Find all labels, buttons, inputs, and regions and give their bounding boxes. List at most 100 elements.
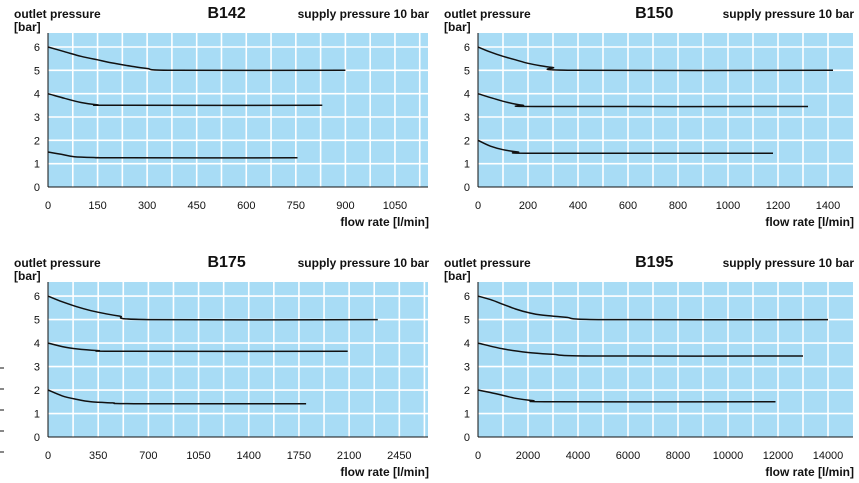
chart-b175: 0 1 2 3 4 5 6 0 350 700 1050 1400 1750 2100 2450 outlet…: [14, 254, 429, 479]
x-tick-label: 1050: [383, 200, 407, 212]
x-tick-label: 750: [287, 200, 305, 212]
y-tick-label: 6: [34, 42, 40, 54]
x-tick-label: 1400: [816, 200, 840, 212]
y-tick-label: 2: [34, 135, 40, 147]
x-tick-label: 2100: [337, 450, 361, 462]
y-tick-label: 6: [464, 291, 470, 303]
pressure-curve-1: [47, 46, 346, 72]
y-tick-label: 3: [464, 112, 470, 124]
x-tick-label: 350: [89, 450, 107, 462]
x-tick-label: 10000: [713, 450, 744, 462]
pressure-curve-2: [477, 92, 809, 108]
y-tick-label: 6: [34, 291, 40, 303]
y-tick-label: 2: [34, 385, 40, 397]
x-axis-label: flow rate [l/min]: [340, 465, 429, 479]
chart-title: B142: [207, 5, 245, 22]
x-tick-label: 200: [519, 200, 537, 212]
x-tick-label: 0: [475, 200, 481, 212]
x-tick-label: 2450: [387, 450, 411, 462]
plot-area: [478, 282, 853, 437]
y-tick-label: 5: [464, 315, 470, 327]
y-tick-label: 5: [34, 315, 40, 327]
x-tick-label: 1750: [287, 450, 311, 462]
chart-title: B195: [635, 254, 673, 271]
y-tick-label: 1: [464, 409, 470, 421]
pressure-curve-2: [47, 92, 323, 107]
y-tick-label: 0: [34, 432, 40, 444]
pressure-curve-3: [477, 139, 774, 155]
x-tick-label: 900: [336, 200, 354, 212]
pressure-curve-2: [477, 342, 804, 357]
x-tick-label: 400: [569, 200, 587, 212]
x-tick-label: 800: [669, 200, 687, 212]
x-tick-label: 0: [45, 450, 51, 462]
bar-unit-label: [bar]: [14, 20, 41, 34]
pressure-curve-3: [477, 389, 776, 403]
x-tick-label: 12000: [763, 450, 794, 462]
y-tick-label: 4: [34, 89, 40, 101]
chart-b142: 0 1 2 3 4 5 6 0 150 300 450 600 750 900 1050 outlet pre…: [14, 5, 429, 229]
y-tick-label: 4: [464, 338, 470, 350]
edge-marks: [0, 367, 4, 453]
pressure-curve-2: [47, 342, 348, 353]
x-tick-label: 450: [188, 200, 206, 212]
bar-unit-label: [bar]: [14, 269, 41, 283]
supply-pressure-note: supply pressure 10 bar: [298, 256, 430, 270]
chart-b195: 0 1 2 3 4 5 6 0 2000 4000 6000 8000 10000 12000 14000 o…: [444, 254, 854, 479]
x-tick-label: 300: [138, 200, 156, 212]
outlet-pressure-label: outlet pressure: [444, 7, 531, 21]
outlet-pressure-label: outlet pressure: [14, 7, 101, 21]
y-tick-label: 1: [34, 159, 40, 171]
chart-title: B150: [635, 5, 673, 22]
y-tick-label: 3: [34, 362, 40, 374]
y-tick-label: 1: [34, 409, 40, 421]
x-tick-label: 600: [619, 200, 637, 212]
chart-b150: 0 1 2 3 4 5 6 0 200 400 600 800 1000 1200 1400 outlet p…: [444, 5, 854, 229]
bar-unit-label: [bar]: [444, 269, 471, 283]
supply-pressure-note: supply pressure 10 bar: [723, 7, 855, 21]
supply-pressure-note: supply pressure 10 bar: [298, 7, 430, 21]
plot-area: [478, 33, 853, 187]
x-tick-label: 1400: [237, 450, 261, 462]
x-tick-label: 600: [237, 200, 255, 212]
pressure-curve-1: [47, 295, 378, 321]
y-tick-label: 2: [464, 385, 470, 397]
x-tick-label: 0: [45, 200, 51, 212]
x-tick-label: 700: [139, 450, 157, 462]
supply-pressure-note: supply pressure 10 bar: [723, 256, 855, 270]
y-tick-label: 0: [34, 182, 40, 194]
y-tick-label: 3: [34, 112, 40, 124]
pressure-curve-3: [47, 389, 307, 405]
x-tick-label: 1000: [716, 200, 740, 212]
plot-area: [48, 33, 428, 187]
y-tick-label: 3: [464, 362, 470, 374]
x-tick-label: 150: [88, 200, 106, 212]
x-axis-label: flow rate [l/min]: [340, 215, 429, 229]
pressure-curve-1: [477, 46, 834, 72]
y-tick-label: 0: [464, 182, 470, 194]
bar-unit-label: [bar]: [444, 20, 471, 34]
y-tick-label: 6: [464, 42, 470, 54]
y-tick-label: 4: [464, 89, 470, 101]
y-tick-label: 5: [34, 65, 40, 77]
y-tick-label: 4: [34, 338, 40, 350]
pressure-curve-1: [477, 295, 829, 321]
y-tick-label: 0: [464, 432, 470, 444]
x-tick-label: 2000: [516, 450, 540, 462]
outlet-pressure-label: outlet pressure: [14, 256, 101, 270]
pressure-curve-3: [47, 151, 298, 159]
outlet-pressure-label: outlet pressure: [444, 256, 531, 270]
x-tick-label: 6000: [616, 450, 640, 462]
y-tick-label: 2: [464, 135, 470, 147]
plot-area: [48, 282, 428, 437]
y-tick-label: 5: [464, 65, 470, 77]
x-tick-label: 0: [475, 450, 481, 462]
x-tick-label: 1050: [186, 450, 210, 462]
x-tick-label: 1200: [766, 200, 790, 212]
x-tick-label: 14000: [813, 450, 844, 462]
y-tick-label: 1: [464, 159, 470, 171]
x-axis-label: flow rate [l/min]: [765, 465, 854, 479]
x-tick-label: 4000: [566, 450, 590, 462]
x-axis-label: flow rate [l/min]: [765, 215, 854, 229]
